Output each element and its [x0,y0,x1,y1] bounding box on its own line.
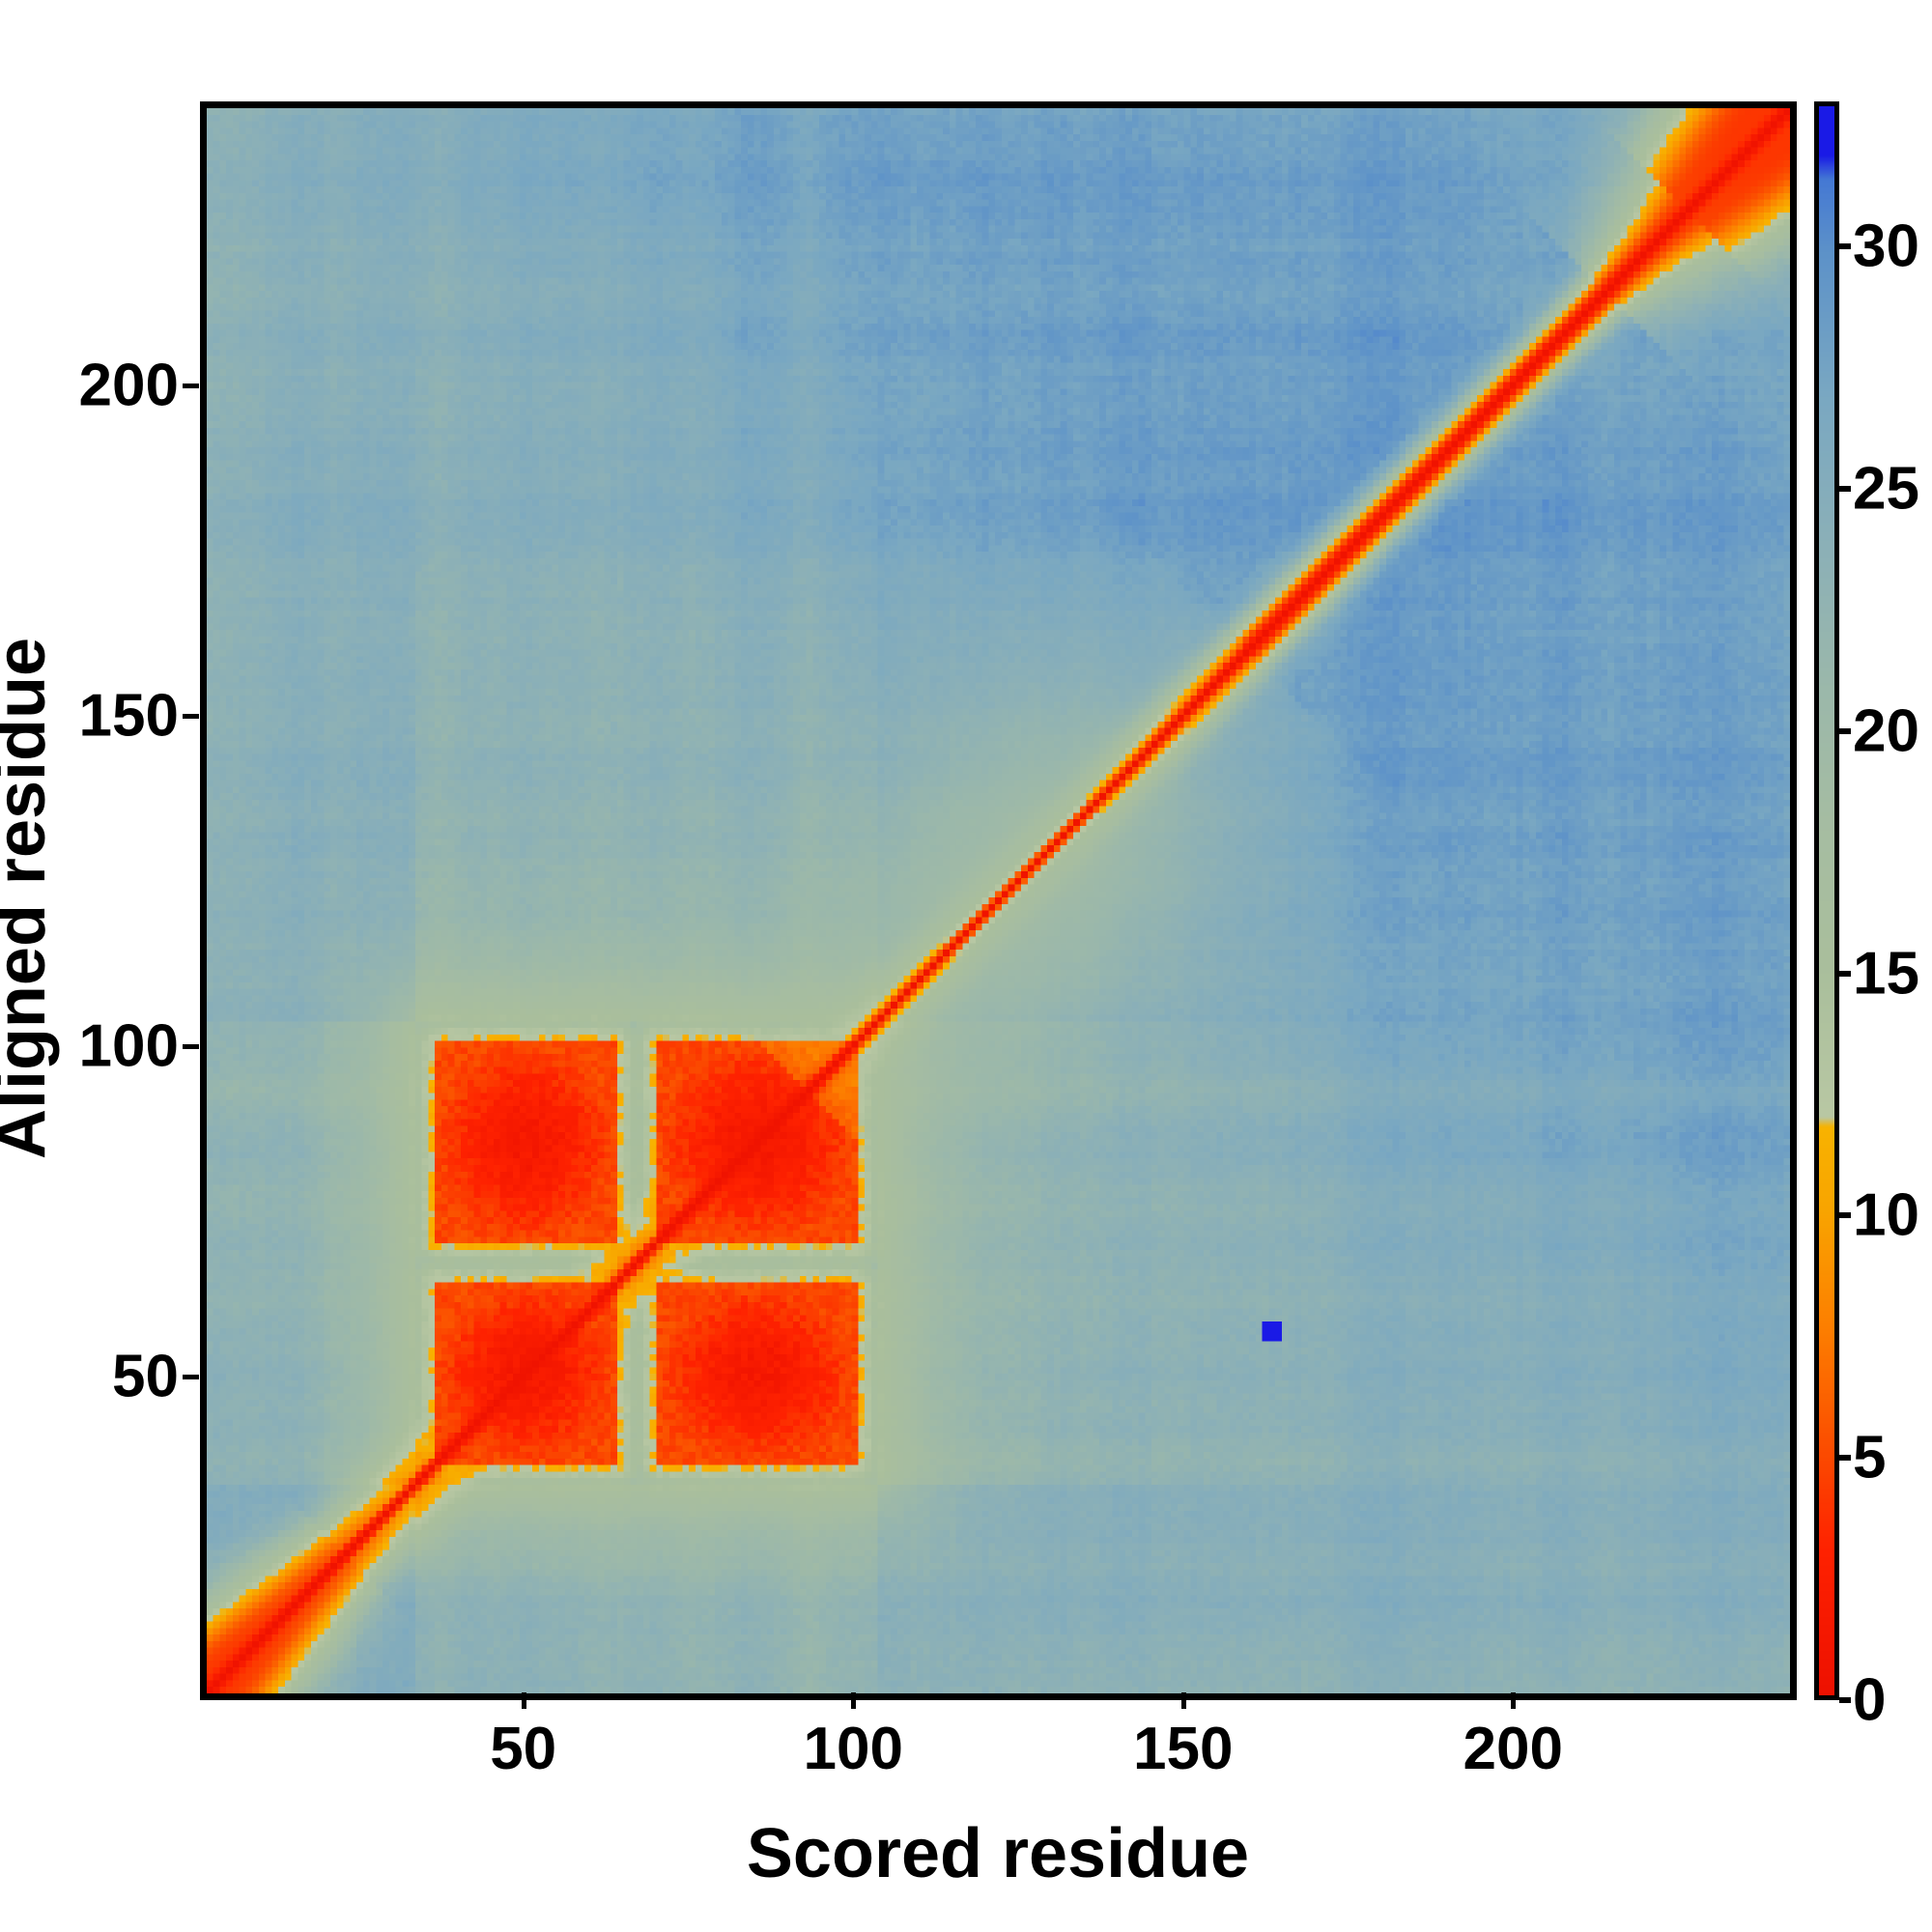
x-tick [1180,1692,1186,1709]
colorbar-tick-label: 30 [1853,213,1919,280]
y-axis-ticks [183,101,203,1700]
x-tick-label: 50 [490,1716,557,1782]
x-tick-label: 200 [1463,1716,1564,1782]
colorbar-tick-label: 20 [1853,697,1919,765]
colorbar-tick [1839,1697,1851,1703]
plot-area [200,101,1797,1700]
colorbar-tick [1839,970,1851,977]
colorbar-tick [1839,727,1851,734]
x-axis-label: Scored residue [746,1815,1250,1892]
colorbar-tick [1839,1455,1851,1462]
colorbar: 0 5 10 15 20 25 30 [1814,101,1919,1734]
x-tick [521,1692,526,1709]
colorbar-tick-label: 5 [1853,1424,1887,1492]
x-tick-label: 100 [803,1716,903,1782]
heatmap-image [207,108,1790,1693]
y-tick [183,1043,199,1049]
colorbar-tick-label: 0 [1853,1666,1887,1734]
x-tick-label: 150 [1133,1716,1234,1782]
colorbar-tick [1839,486,1851,493]
x-axis-ticks [200,1692,1797,1713]
y-tick-label: 50 [112,1343,179,1410]
y-tick [183,384,199,389]
y-tick [183,714,199,719]
colorbar-tick-label: 25 [1853,455,1919,523]
y-tick [183,1374,199,1379]
colorbar-tick-label: 15 [1853,940,1919,1008]
colorbar-tick [1839,1212,1851,1219]
y-tick-label: 150 [78,682,179,750]
colorbar-tick-label: 10 [1853,1181,1919,1249]
y-tick-label: 200 [78,352,179,419]
x-tick [1511,1692,1517,1709]
x-tick [851,1692,857,1709]
colorbar-gradient [1814,101,1839,1700]
y-tick-label: 100 [78,1012,179,1080]
colorbar-tick [1839,243,1851,250]
